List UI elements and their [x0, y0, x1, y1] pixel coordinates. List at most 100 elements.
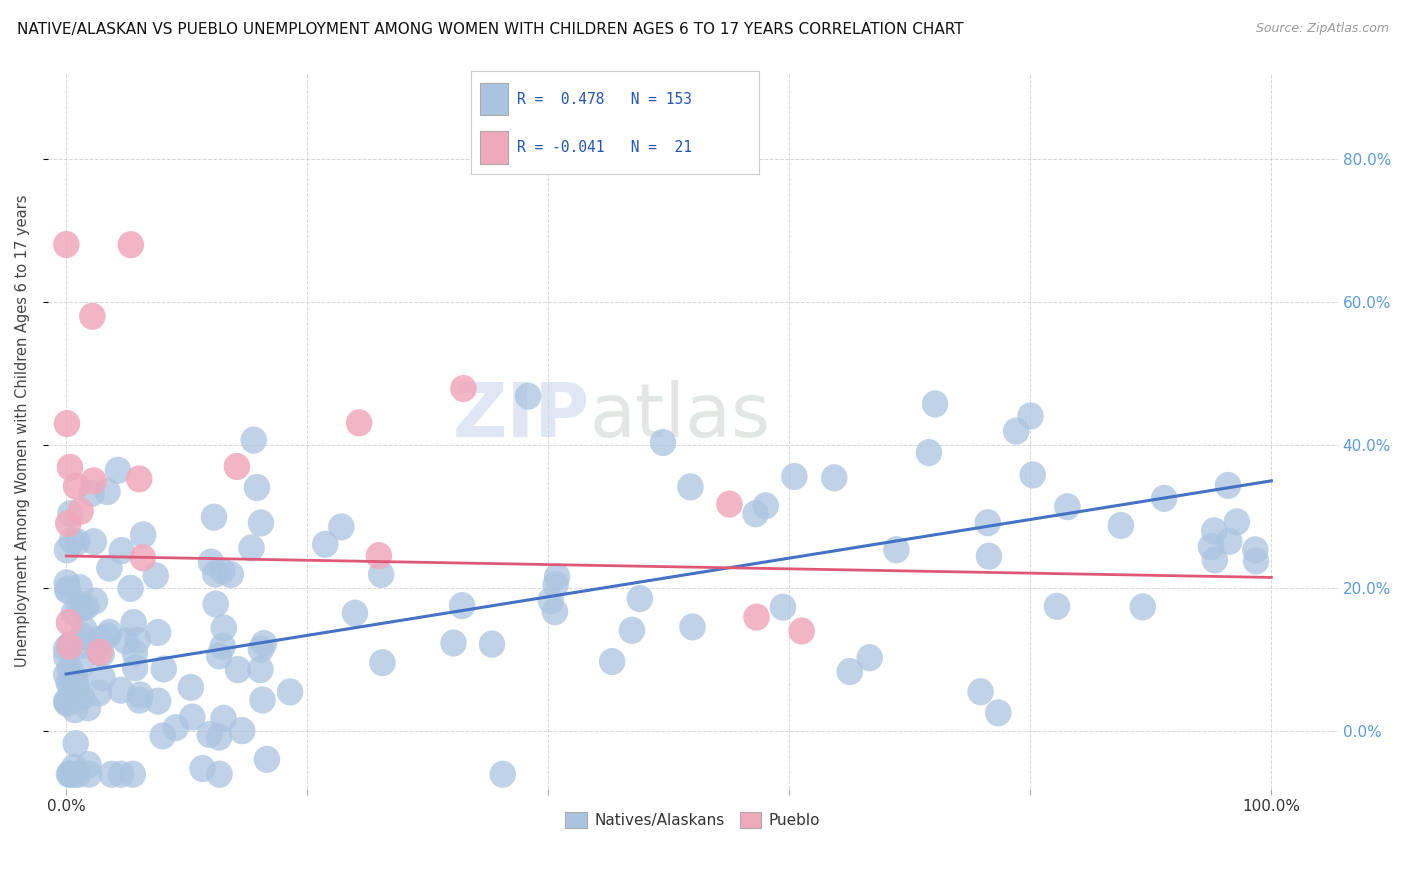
Ellipse shape	[108, 677, 135, 704]
Ellipse shape	[120, 761, 146, 788]
Ellipse shape	[56, 632, 83, 658]
Ellipse shape	[98, 761, 125, 788]
Text: Source: ZipAtlas.com: Source: ZipAtlas.com	[1256, 22, 1389, 36]
Ellipse shape	[225, 656, 252, 683]
Ellipse shape	[58, 761, 83, 788]
Ellipse shape	[752, 492, 779, 519]
Ellipse shape	[366, 542, 392, 569]
Ellipse shape	[229, 717, 256, 744]
Ellipse shape	[66, 591, 93, 618]
Ellipse shape	[1202, 546, 1227, 574]
Ellipse shape	[450, 375, 477, 402]
Ellipse shape	[163, 714, 188, 741]
Ellipse shape	[89, 640, 115, 668]
Ellipse shape	[679, 614, 706, 640]
Ellipse shape	[240, 426, 267, 454]
Ellipse shape	[65, 682, 91, 710]
Ellipse shape	[96, 619, 122, 646]
Ellipse shape	[974, 509, 1001, 536]
Ellipse shape	[1043, 592, 1070, 620]
Ellipse shape	[627, 585, 654, 612]
Ellipse shape	[125, 627, 150, 654]
Ellipse shape	[53, 635, 79, 662]
Ellipse shape	[56, 609, 82, 636]
Ellipse shape	[53, 569, 80, 597]
Ellipse shape	[80, 467, 107, 494]
Ellipse shape	[58, 500, 83, 527]
Ellipse shape	[177, 673, 204, 701]
Ellipse shape	[202, 560, 228, 588]
Ellipse shape	[678, 474, 703, 500]
Ellipse shape	[247, 656, 274, 683]
Ellipse shape	[142, 562, 169, 590]
Ellipse shape	[55, 669, 82, 697]
Ellipse shape	[202, 591, 229, 617]
Ellipse shape	[80, 528, 107, 556]
Ellipse shape	[94, 478, 121, 505]
Ellipse shape	[70, 632, 97, 659]
Ellipse shape	[1216, 528, 1243, 555]
Ellipse shape	[328, 513, 354, 541]
Ellipse shape	[440, 630, 467, 657]
Ellipse shape	[53, 643, 80, 671]
Ellipse shape	[277, 678, 304, 706]
Ellipse shape	[986, 699, 1011, 726]
Ellipse shape	[856, 644, 883, 672]
Ellipse shape	[76, 761, 103, 788]
Ellipse shape	[76, 751, 101, 779]
Ellipse shape	[122, 654, 148, 681]
Ellipse shape	[65, 528, 90, 556]
Ellipse shape	[205, 723, 232, 751]
Text: NATIVE/ALASKAN VS PUEBLO UNEMPLOYMENT AMONG WOMEN WITH CHILDREN AGES 6 TO 17 YEA: NATIVE/ALASKAN VS PUEBLO UNEMPLOYMENT AM…	[17, 22, 963, 37]
Ellipse shape	[218, 561, 245, 588]
Ellipse shape	[247, 636, 274, 663]
Ellipse shape	[198, 549, 225, 575]
Y-axis label: Unemployment Among Women with Children Ages 6 to 17 years: Unemployment Among Women with Children A…	[15, 194, 30, 667]
Ellipse shape	[247, 509, 274, 537]
Ellipse shape	[789, 617, 815, 645]
Ellipse shape	[515, 383, 541, 409]
Ellipse shape	[837, 658, 863, 685]
Ellipse shape	[56, 761, 83, 788]
Ellipse shape	[1152, 484, 1177, 512]
Ellipse shape	[53, 687, 80, 714]
Ellipse shape	[190, 755, 215, 782]
Ellipse shape	[79, 480, 105, 507]
Ellipse shape	[238, 534, 264, 561]
Ellipse shape	[1223, 508, 1250, 535]
Ellipse shape	[883, 536, 910, 563]
Ellipse shape	[53, 577, 80, 604]
Ellipse shape	[108, 761, 134, 788]
Ellipse shape	[62, 696, 89, 723]
Ellipse shape	[67, 652, 94, 680]
Ellipse shape	[59, 527, 86, 554]
Ellipse shape	[104, 457, 131, 484]
Ellipse shape	[86, 680, 112, 706]
Ellipse shape	[87, 626, 112, 653]
Ellipse shape	[1019, 461, 1046, 489]
Ellipse shape	[342, 599, 368, 627]
Ellipse shape	[312, 531, 339, 558]
Ellipse shape	[75, 694, 101, 722]
Ellipse shape	[112, 627, 139, 655]
Ellipse shape	[769, 593, 796, 621]
Ellipse shape	[543, 571, 569, 599]
Ellipse shape	[108, 537, 135, 564]
Ellipse shape	[118, 231, 143, 259]
Text: ZIP: ZIP	[453, 380, 589, 453]
Ellipse shape	[250, 630, 277, 657]
FancyBboxPatch shape	[479, 83, 509, 115]
Ellipse shape	[127, 687, 153, 714]
Ellipse shape	[79, 302, 105, 330]
Ellipse shape	[208, 558, 235, 584]
Ellipse shape	[129, 521, 156, 549]
Ellipse shape	[744, 604, 769, 631]
Ellipse shape	[449, 592, 475, 619]
Ellipse shape	[60, 599, 87, 626]
Ellipse shape	[127, 681, 153, 708]
Text: atlas: atlas	[589, 380, 770, 453]
Ellipse shape	[150, 656, 177, 682]
Ellipse shape	[197, 721, 224, 748]
Ellipse shape	[211, 705, 236, 732]
Ellipse shape	[53, 231, 80, 258]
